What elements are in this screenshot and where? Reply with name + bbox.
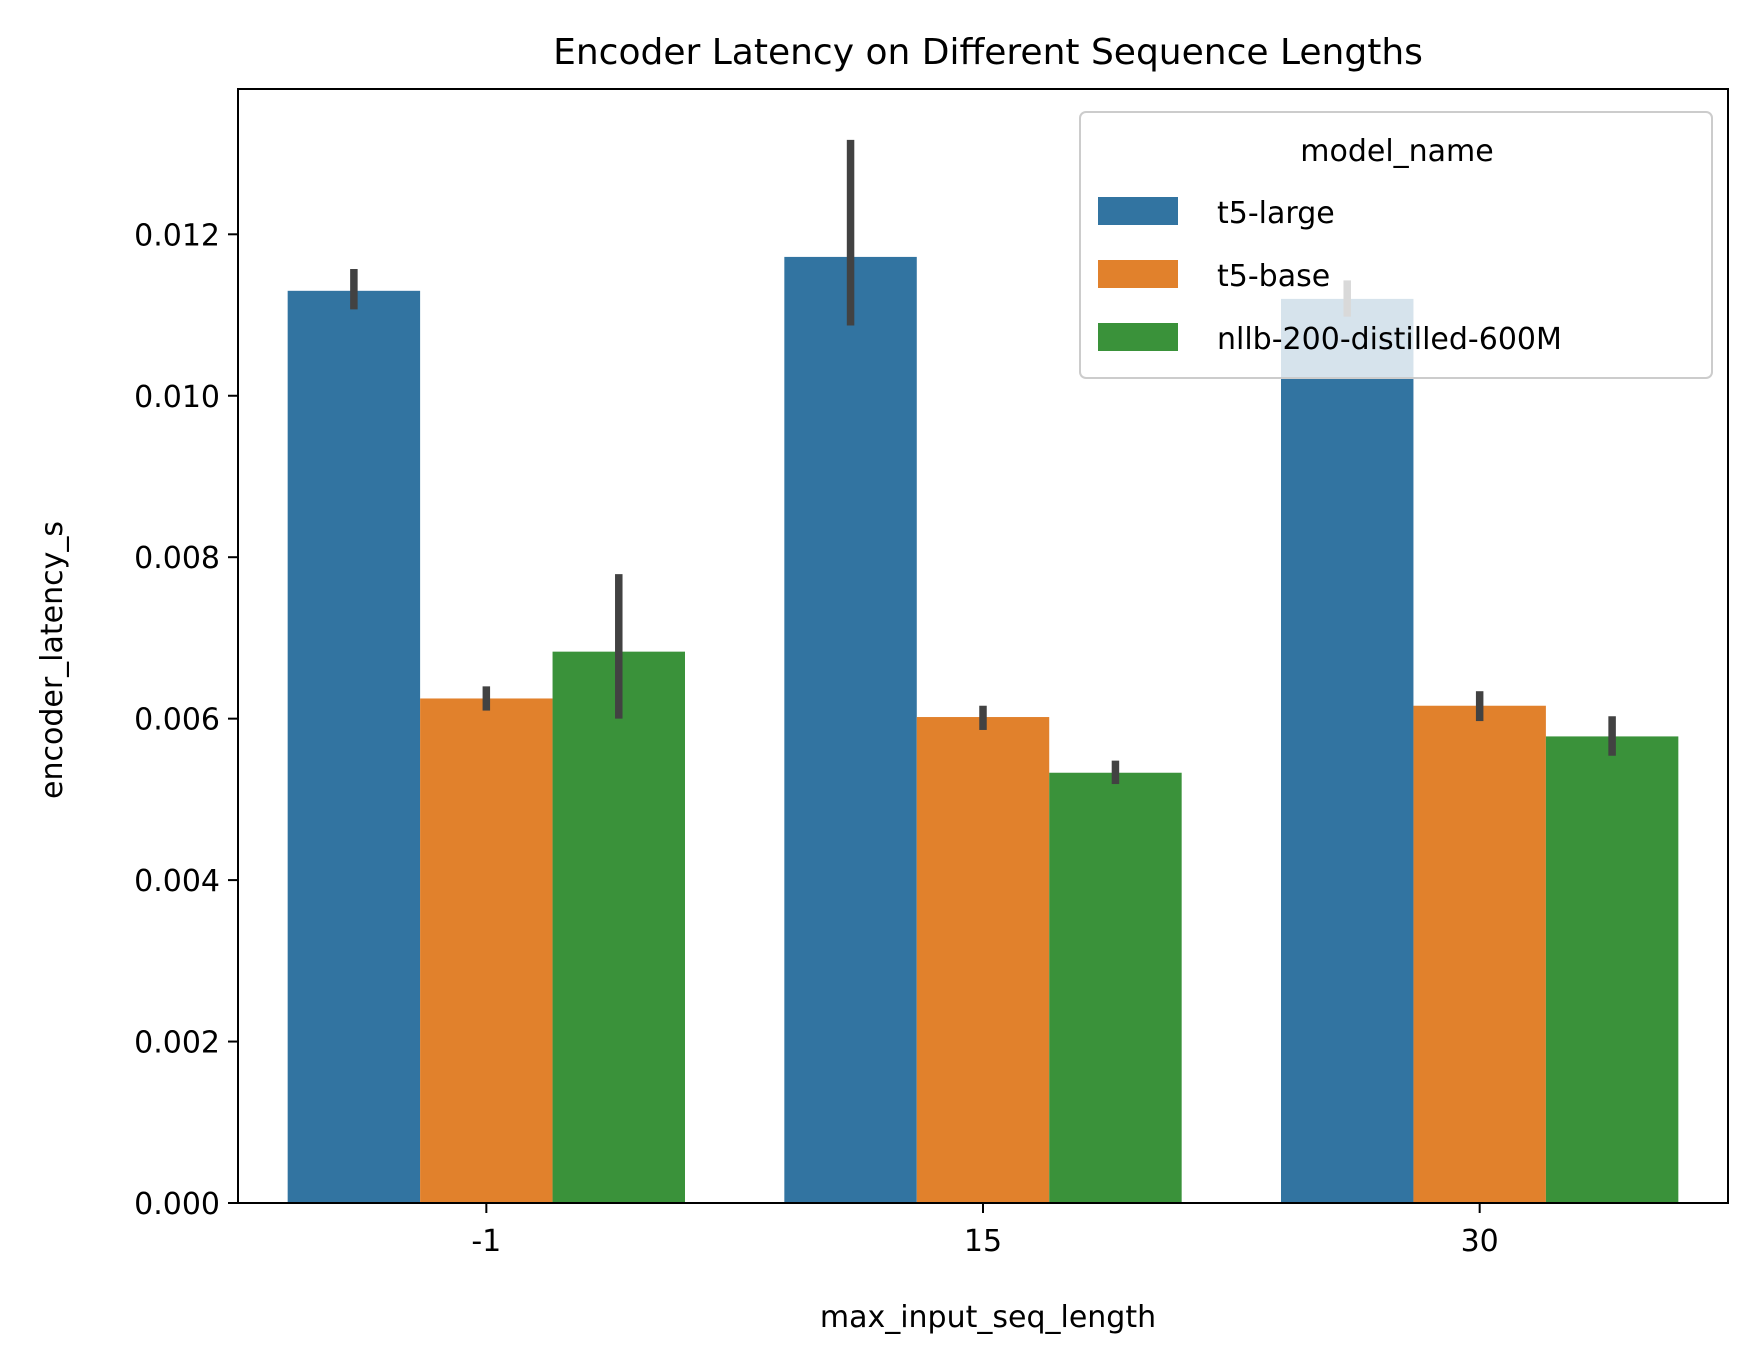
y-tick-label: 0.000: [134, 1187, 220, 1222]
y-tick-label: 0.010: [134, 380, 220, 415]
legend-label-nllb-200-distilled-600M: nllb-200-distilled-600M: [1217, 322, 1562, 357]
y-tick-label: 0.008: [134, 541, 220, 576]
bar-t5-base-30: [1413, 705, 1546, 1203]
y-tick-label: 0.002: [134, 1026, 220, 1061]
legend-label-t5-base: t5-base: [1217, 259, 1330, 294]
bar-t5-large-15: [784, 256, 917, 1204]
bar-nllb-200-distilled-600M--1: [552, 651, 685, 1203]
x-tick-label: 30: [1461, 1224, 1499, 1259]
y-tick-label: 0.004: [134, 864, 220, 899]
legend-swatch-t5-large: [1098, 197, 1178, 225]
bar-nllb-200-distilled-600M-30: [1545, 736, 1679, 1203]
bar-t5-base--1: [420, 698, 553, 1203]
legend-label-t5-large: t5-large: [1217, 196, 1335, 231]
legend-swatch-nllb-200-distilled-600M: [1098, 323, 1178, 351]
y-tick-label: 0.012: [134, 218, 220, 253]
legend-box: [1079, 111, 1713, 379]
bar-t5-large--1: [287, 290, 421, 1203]
bar-t5-base-15: [916, 717, 1050, 1203]
chart-title: Encoder Latency on Different Sequence Le…: [553, 32, 1423, 73]
x-axis-label: max_input_seq_length: [820, 1300, 1156, 1335]
legend-title: model_name: [1300, 134, 1494, 169]
x-tick-label: -1: [471, 1224, 501, 1259]
bar-t5-large-30: [1281, 298, 1414, 1204]
plot-area: 0.000 0.002 0.004 0.006 0.008 0.010 0.012 -1 15 3…: [134, 88, 1729, 1259]
x-tick-label: 15: [964, 1224, 1002, 1259]
y-axis-label: encoder_latency_s: [35, 521, 70, 799]
bar-nllb-200-distilled-600M-15: [1049, 772, 1182, 1203]
y-tick-label: 0.006: [134, 703, 220, 738]
legend: model_name t5-large t5-base nllb-200-distil…: [1079, 111, 1713, 379]
legend-swatch-t5-base: [1098, 260, 1178, 288]
